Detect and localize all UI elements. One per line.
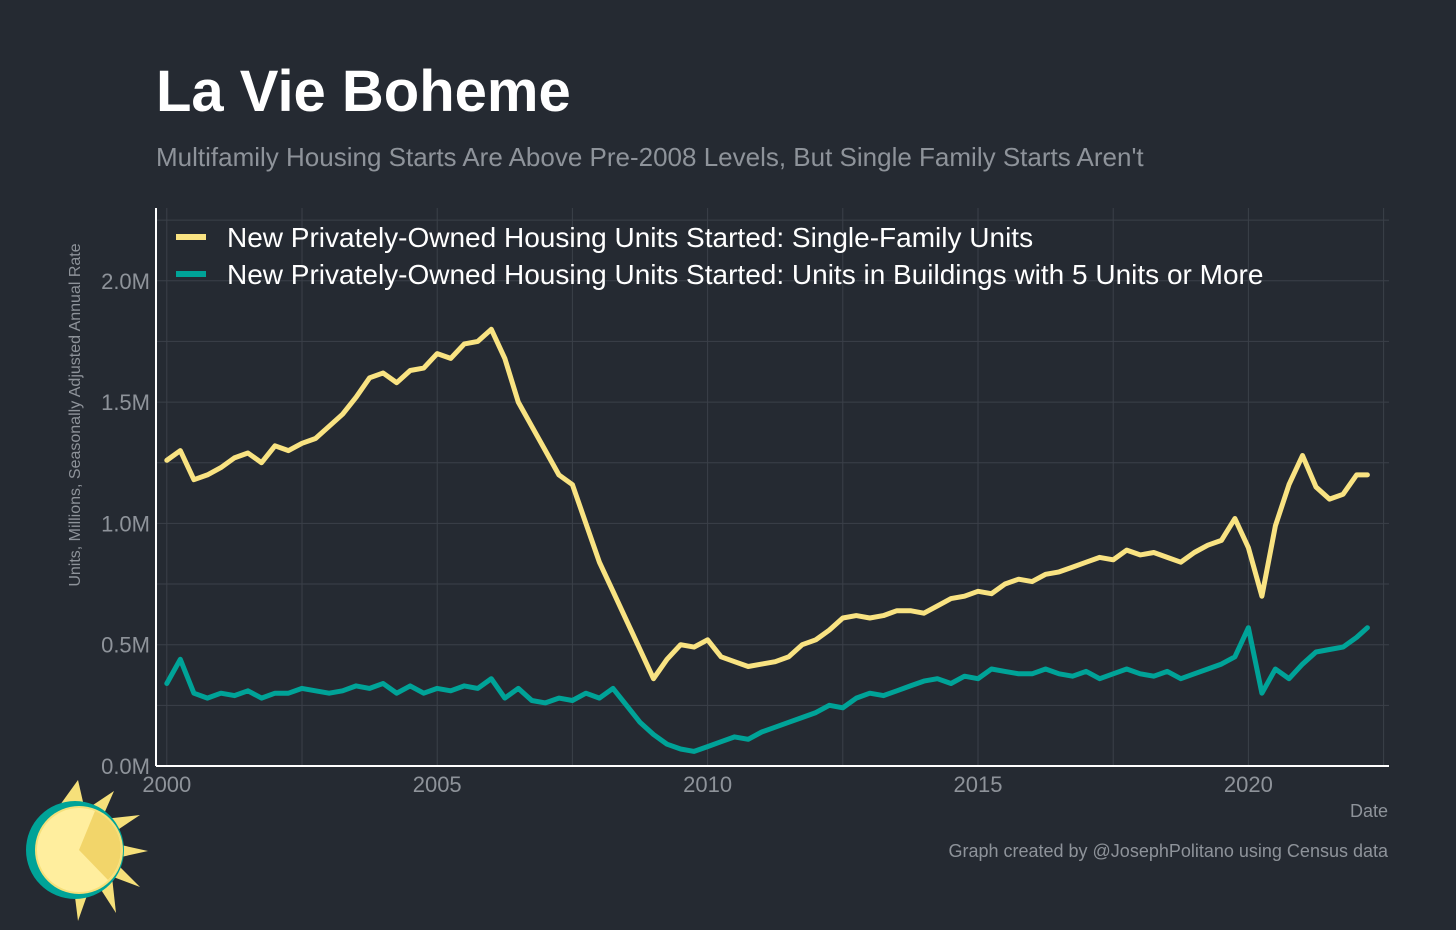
x-tick-label: 2020 <box>1224 772 1273 797</box>
chart-title: La Vie Boheme <box>156 59 571 124</box>
series-lines <box>164 326 1370 754</box>
y-tick-label: 0.0M <box>101 754 150 779</box>
legend: New Privately-Owned Housing Units Starte… <box>176 222 1263 290</box>
x-tick-label: 2010 <box>683 772 732 797</box>
x-tick-label: 2000 <box>142 772 191 797</box>
grid-lines <box>156 208 1389 767</box>
y-tick-label: 0.5M <box>101 633 150 658</box>
x-tick-label: 2005 <box>413 772 462 797</box>
y-tick-label: 1.0M <box>101 511 150 536</box>
legend-label: New Privately-Owned Housing Units Starte… <box>227 222 1033 253</box>
series-line-2 <box>164 625 1370 754</box>
x-axis-label: Date <box>1350 801 1388 821</box>
source-caption: Graph created by @JosephPolitano using C… <box>948 841 1388 861</box>
y-tick-label: 2.0M <box>101 269 150 294</box>
y-axis-label: Units, Millions, Seasonally Adjusted Ann… <box>67 243 84 586</box>
axes: 0.0M 0.5M 1.0M 1.5M 2.0M 2000 2005 2010 2015 2020… <box>67 208 1389 821</box>
sun-icon <box>20 775 150 930</box>
legend-label: New Privately-Owned Housing Units Starte… <box>227 259 1263 290</box>
series-line-1 <box>164 326 1370 682</box>
x-tick-label: 2015 <box>954 772 1003 797</box>
chart-subtitle: Multifamily Housing Starts Are Above Pre… <box>156 142 1144 172</box>
y-tick-label: 1.5M <box>101 390 150 415</box>
